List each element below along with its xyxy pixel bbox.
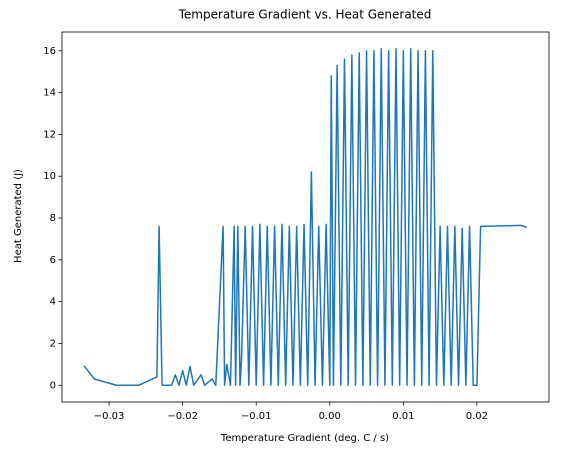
axes-frame	[61, 31, 550, 403]
y-tick-label: 6	[50, 255, 56, 266]
y-tick-label: 12	[43, 129, 56, 140]
y-tick-label: 8	[50, 213, 56, 224]
y-axis-label: Heat Generated (J)	[13, 169, 24, 263]
chart-title: Temperature Gradient vs. Heat Generated	[178, 8, 432, 22]
y-tick-label: 10	[43, 171, 56, 182]
x-axis-label: Temperature Gradient (deg. C / s)	[220, 433, 389, 444]
x-tick-label: −0.03	[94, 411, 125, 422]
y-tick-label: 14	[43, 88, 56, 99]
x-tick-label: 0.00	[319, 411, 341, 422]
x-tick-label: 0.02	[466, 411, 488, 422]
y-tick-label: 4	[50, 297, 56, 308]
x-tick-label: −0.01	[241, 411, 272, 422]
x-tick-label: 0.01	[392, 411, 414, 422]
x-tick-label: −0.02	[167, 411, 198, 422]
y-tick-label: 0	[50, 380, 56, 391]
y-tick-label: 16	[43, 46, 56, 57]
y-tick-label: 2	[50, 338, 56, 349]
data-line	[83, 47, 528, 387]
